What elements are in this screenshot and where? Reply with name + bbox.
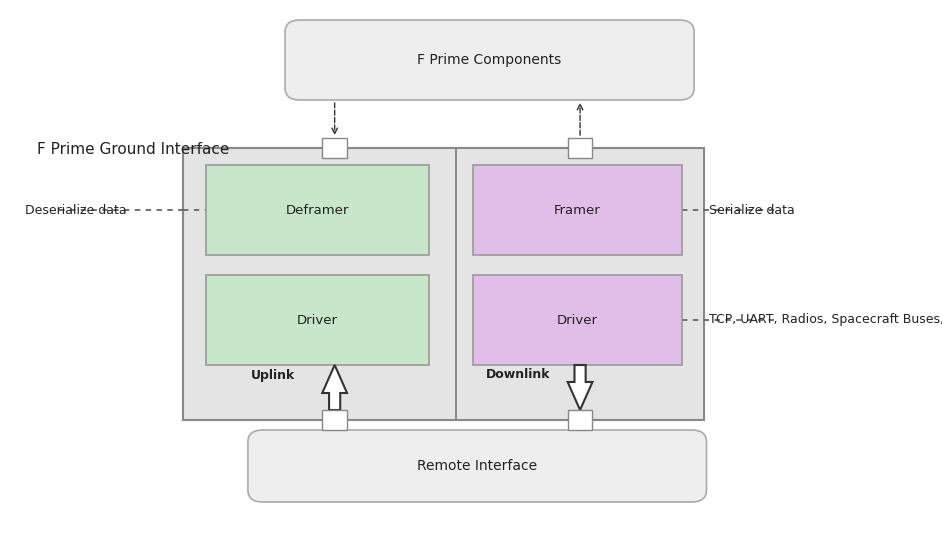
Bar (322, 138, 347, 158)
Bar (184, 148, 704, 420)
Bar (568, 410, 593, 430)
Text: Framer: Framer (554, 203, 601, 216)
Text: Serialize data: Serialize data (709, 203, 795, 216)
Text: TCP, UART, Radios, Spacecraft Buses, etc.: TCP, UART, Radios, Spacecraft Buses, etc… (709, 313, 942, 326)
Bar (474, 275, 682, 365)
Polygon shape (568, 365, 593, 410)
Bar (474, 165, 682, 255)
Bar (205, 275, 429, 365)
Polygon shape (322, 365, 347, 410)
FancyBboxPatch shape (248, 430, 706, 502)
Bar (205, 165, 429, 255)
Text: Deframer: Deframer (285, 203, 349, 216)
Text: Driver: Driver (557, 313, 598, 326)
Text: Driver: Driver (297, 313, 338, 326)
Bar (568, 138, 593, 158)
Text: Remote Interface: Remote Interface (417, 459, 537, 473)
Text: F Prime Components: F Prime Components (417, 53, 561, 67)
Text: F Prime Ground Interface: F Prime Ground Interface (37, 143, 230, 158)
Text: Deserialize data: Deserialize data (24, 203, 126, 216)
Text: Downlink: Downlink (486, 369, 550, 382)
Bar (322, 410, 347, 430)
Text: Uplink: Uplink (251, 369, 295, 382)
FancyBboxPatch shape (285, 20, 694, 100)
